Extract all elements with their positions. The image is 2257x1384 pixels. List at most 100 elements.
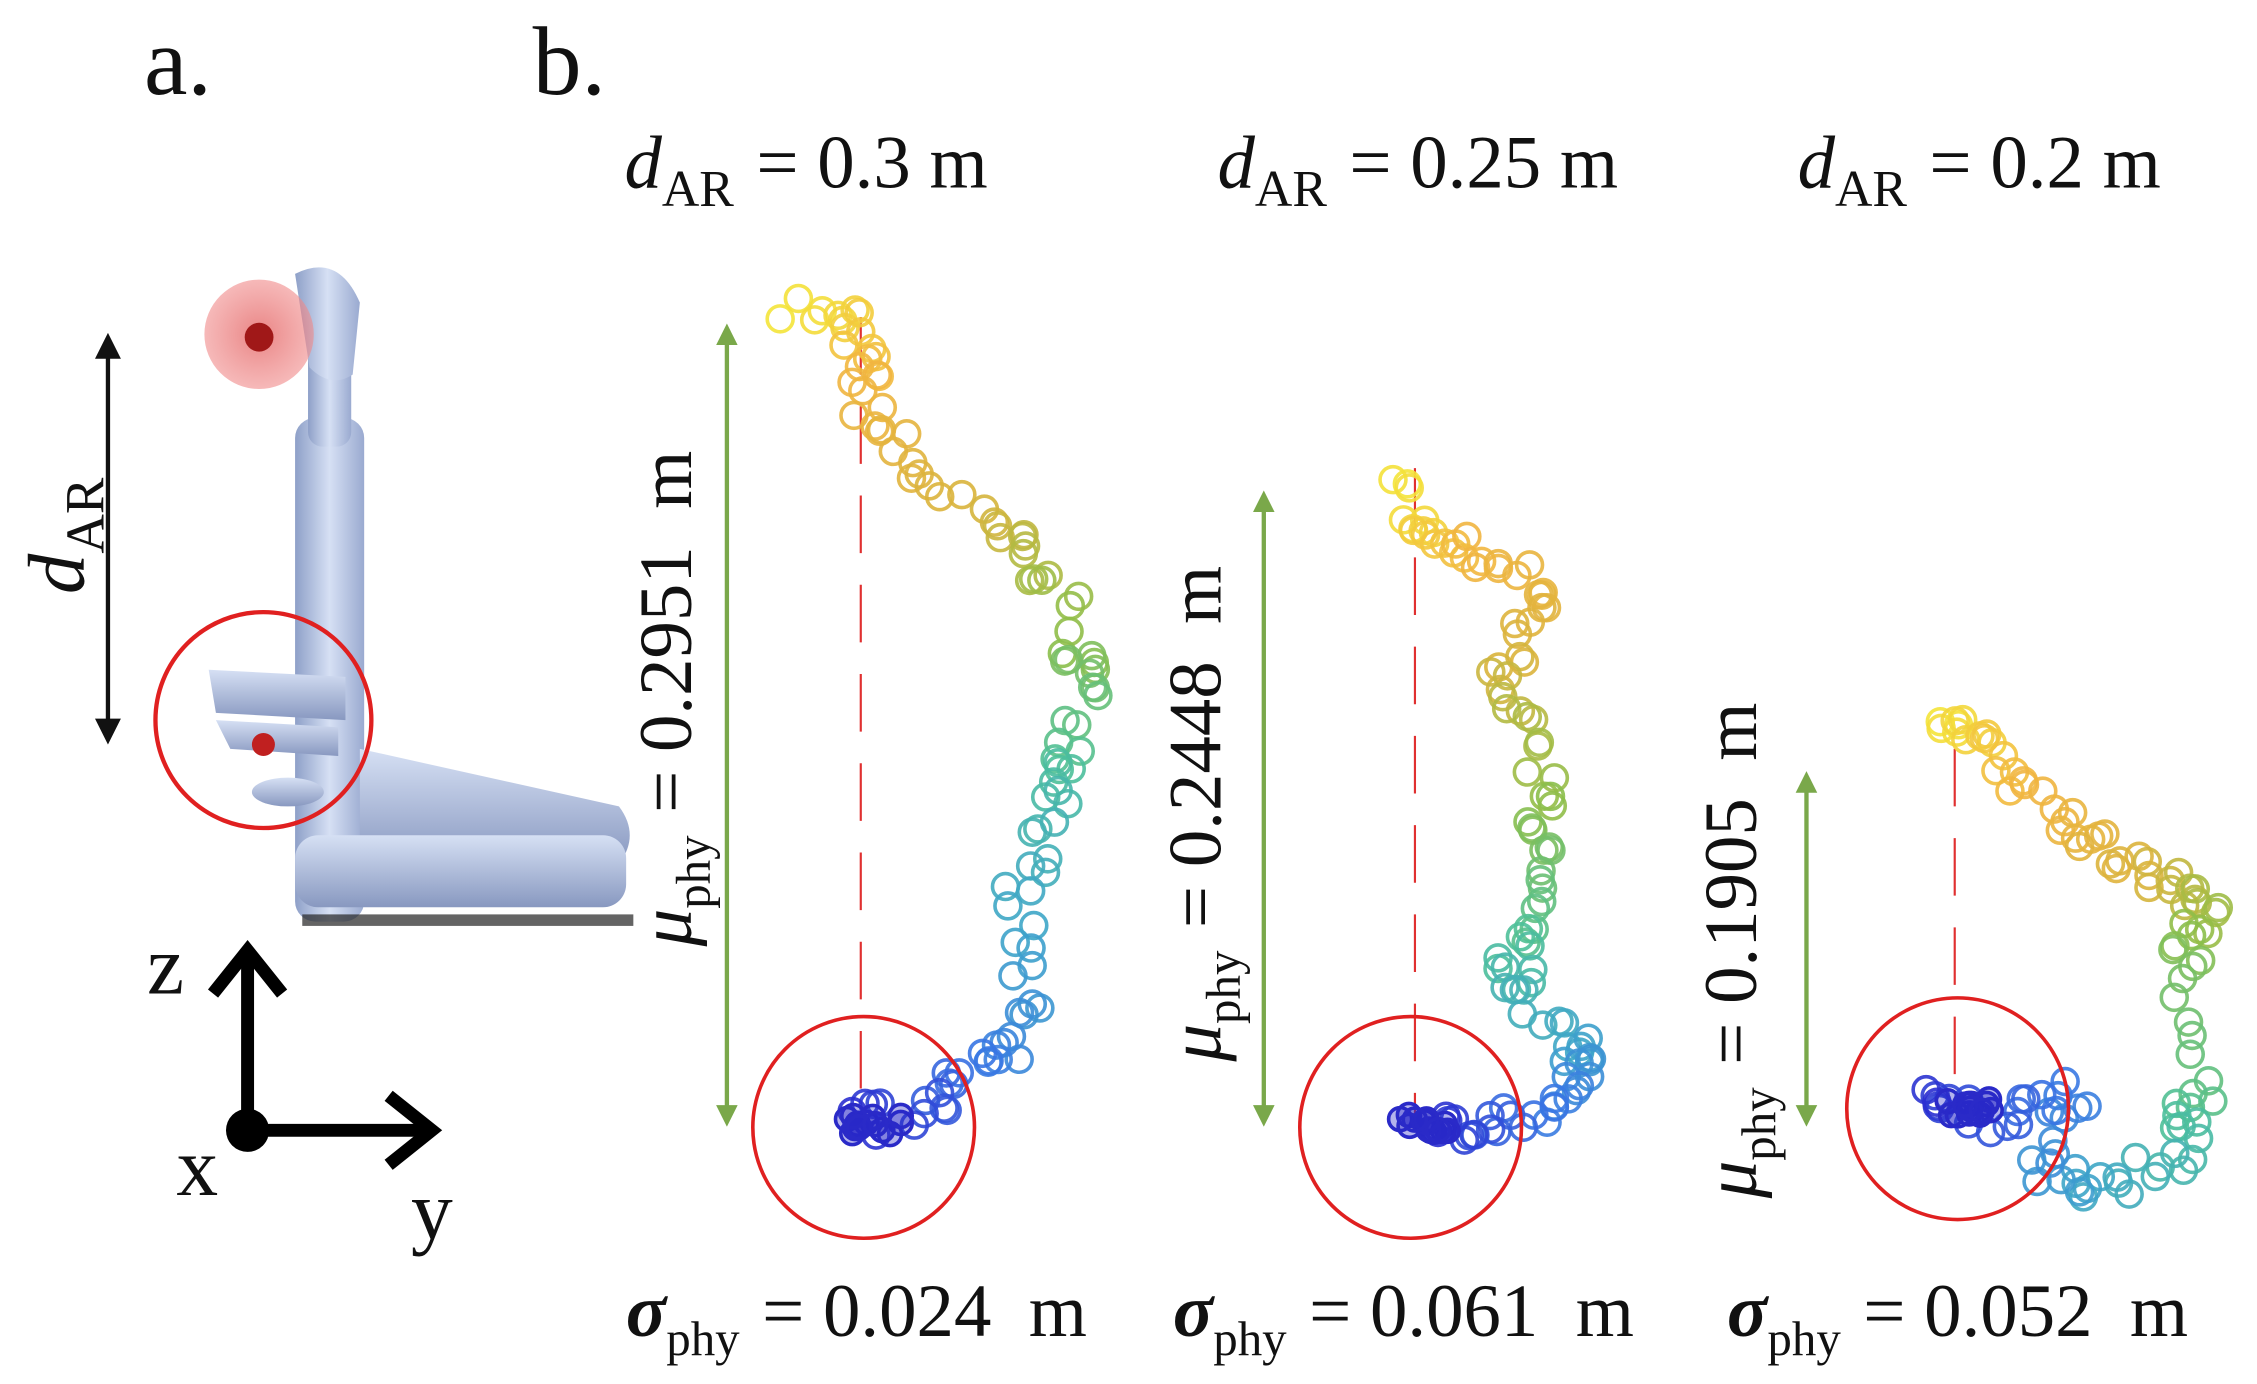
trajectory-point [1505, 922, 1536, 952]
trajectory-point [1475, 1100, 1505, 1131]
trajectory-point [1576, 1044, 1607, 1074]
trajectory-point [1512, 757, 1543, 787]
trajectory-point [1573, 1023, 1603, 1053]
label-text: = 0.3 m [756, 121, 987, 204]
trajectory-point [1043, 775, 1073, 806]
axis-origin [225, 1108, 270, 1152]
trajectory-point [2009, 769, 2040, 800]
trajectory-point [840, 295, 870, 325]
trajectory-point [2158, 934, 2188, 965]
trajectory-point [1019, 910, 1049, 941]
trajectory-point [1476, 657, 1506, 687]
panel-label: b. [533, 8, 606, 116]
trajectory-point [1004, 1044, 1034, 1075]
symbol: σ [1173, 1270, 1216, 1353]
trajectory-point [1511, 927, 1541, 957]
trajectory-point [1030, 857, 1061, 888]
trajectory-point [1419, 529, 1450, 559]
trajectory-point [2180, 874, 2211, 904]
symbol: μ [625, 909, 708, 948]
label-text: = 0.2951 m [625, 451, 708, 813]
subscript: phy [1731, 1087, 1786, 1161]
trajectory-point [1512, 701, 1543, 732]
trajectory-point [1992, 1111, 2023, 1142]
axis-label: x [176, 1122, 218, 1214]
trajectory-point [998, 961, 1028, 991]
trajectory-point [924, 1077, 955, 1108]
trajectory-point [1063, 581, 1094, 612]
trajectory-point [1394, 473, 1424, 503]
trajectory-point [2175, 1039, 2206, 1070]
trajectory-point [1500, 608, 1530, 639]
trajectory-point [1520, 893, 1551, 924]
symbol: d [624, 121, 662, 204]
trajectory-point [2027, 1079, 2057, 1110]
trajectory-point [891, 419, 922, 449]
trajectory-point [1378, 464, 1408, 495]
label-text: = 0.2448 m [1155, 566, 1238, 928]
trajectory-point [878, 436, 909, 467]
subscript: phy [1195, 950, 1250, 1024]
trajectory-point [929, 1093, 959, 1123]
hand-marker [251, 733, 275, 757]
trajectory-point [1535, 781, 1566, 812]
trajectory-point [1981, 755, 2011, 786]
trajectory-point [2003, 1109, 2034, 1140]
highlight-circle [153, 609, 374, 831]
label: σphy = 0.052 m [1727, 1270, 2188, 1366]
trajectory-point [1050, 705, 1080, 736]
trajectory-point [1475, 1114, 1506, 1144]
trajectory-point [2072, 1091, 2102, 1121]
label: σphy = 0.061 m [1173, 1270, 1634, 1366]
trajectory-point [2203, 892, 2234, 923]
trajectory-point [765, 304, 795, 334]
trajectory-point [2167, 963, 2198, 994]
trajectory-point [1509, 975, 1539, 1005]
trajectory-point [967, 1038, 998, 1069]
trajectory-point [982, 511, 1013, 541]
trajectory-point [1483, 548, 1513, 579]
trajectory-point [1515, 931, 1545, 961]
trajectory-point [2176, 920, 2207, 951]
subscript: AR [1835, 161, 1907, 218]
trajectory-point [2159, 982, 2190, 1013]
label: μphy = 0.2951 m [625, 451, 721, 948]
trajectory-point [1053, 644, 1084, 675]
label-text: = 0.052 m [1863, 1270, 2188, 1353]
trajectory-point [993, 891, 1023, 921]
trajectory-point [1083, 680, 1113, 711]
trajectory-point [1495, 1100, 1526, 1131]
trajectory-point [2178, 1078, 2208, 1109]
trajectory-point [2134, 860, 2164, 891]
label: dAR [12, 477, 115, 594]
label-text: = 0.1905 m [1690, 703, 1773, 1065]
highlight-circle [751, 1014, 977, 1241]
trajectory-point [1514, 550, 1545, 580]
trajectory-point [1528, 1010, 1558, 1040]
trajectory-point [1968, 1097, 1996, 1125]
trajectory-point [2185, 945, 2216, 976]
trajectory-point [914, 471, 945, 501]
trajectory-point [2183, 1123, 2214, 1154]
label: dAR = 0.3 m [624, 121, 987, 218]
trajectory-point [1969, 723, 2000, 754]
trajectory-point [2035, 1148, 2065, 1178]
subscript: AR [1255, 161, 1327, 218]
label: σphy = 0.024 m [626, 1270, 1087, 1366]
trajectory-point [2177, 1020, 2207, 1051]
symbol: d [1798, 121, 1836, 204]
trajectory-point [947, 479, 977, 510]
label: μphy = 0.2448 m [1155, 566, 1251, 1063]
trajectory-point [839, 400, 869, 431]
trajectory-point [1032, 844, 1063, 874]
trajectory-point [979, 507, 1010, 537]
trajectory-point [2064, 831, 2095, 862]
label: dAR = 0.25 m [1218, 121, 1619, 218]
symbol: σ [626, 1270, 669, 1353]
trajectory-point [974, 1046, 1004, 1076]
trajectory-point [1015, 851, 1046, 881]
trajectory-point [1491, 693, 1522, 724]
trajectory-point [2120, 1142, 2151, 1173]
subscript: phy [1767, 1311, 1841, 1366]
subscript: phy [1213, 1311, 1287, 1366]
